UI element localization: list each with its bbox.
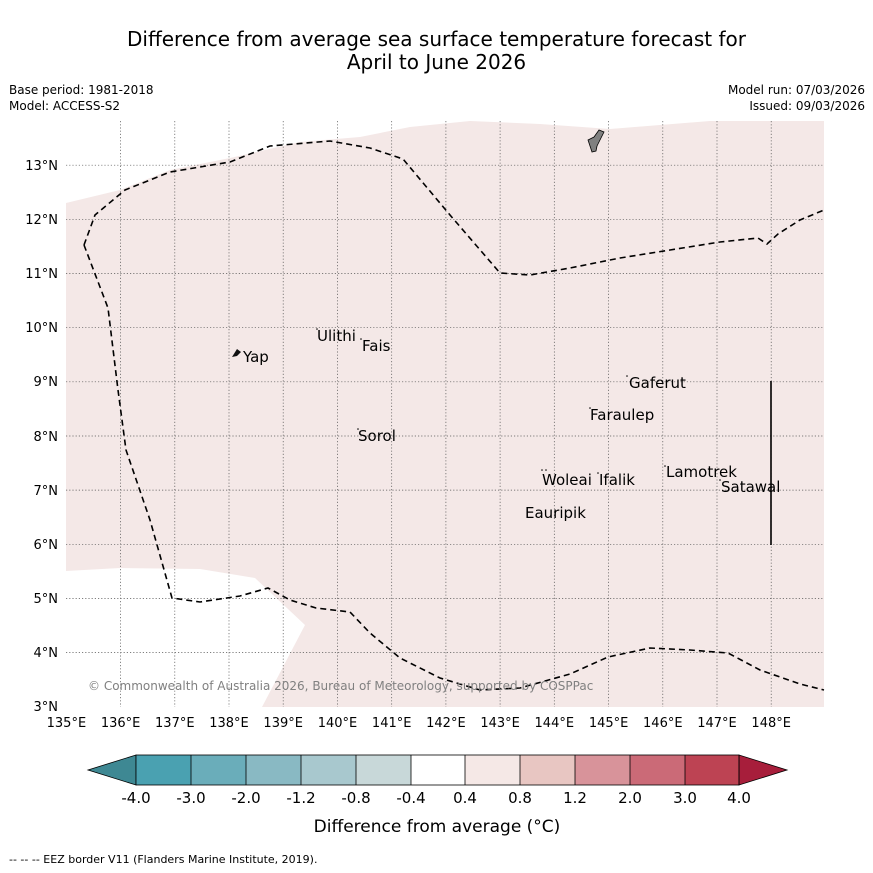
label-woleai: Woleai — [542, 471, 592, 489]
lat-label: 4°N — [34, 646, 59, 661]
lat-label: 11°N — [25, 267, 58, 282]
ocean-anomaly-field — [66, 121, 824, 707]
colorbar-segment — [191, 755, 246, 785]
copyright-notice: © Commonwealth of Australia 2026, Bureau… — [88, 679, 593, 693]
lon-label: 136°E — [101, 716, 141, 731]
colorbar-segment — [465, 755, 520, 785]
lat-label: 7°N — [34, 484, 59, 499]
lon-label: 142°E — [426, 716, 466, 731]
label-faraulep: Faraulep — [590, 406, 654, 424]
colorbar-segment — [411, 755, 465, 785]
base-period: Base period: 1981-2018 — [9, 83, 154, 97]
colorbar-tick: -4.0 — [121, 789, 150, 807]
colorbar-label: Difference from average (°C) — [314, 817, 561, 837]
label-ulithi: Ulithi — [317, 327, 356, 345]
lat-label: 9°N — [34, 375, 59, 390]
colorbar-ticks: -4.0 -3.0 -2.0 -1.2 -0.8 -0.4 0.4 0.8 1.… — [121, 789, 751, 807]
label-satawal: Satawal — [721, 478, 780, 496]
lat-label: 10°N — [25, 321, 58, 336]
lat-label: 8°N — [34, 430, 59, 445]
lon-label: 148°E — [751, 716, 791, 731]
lat-label: 13°N — [25, 159, 58, 174]
lat-label: 6°N — [34, 538, 59, 553]
label-eauripik: Eauripik — [525, 504, 586, 522]
lon-label: 140°E — [318, 716, 358, 731]
lon-label: 147°E — [697, 716, 737, 731]
issued-date: Issued: 09/03/2026 — [749, 99, 865, 113]
colorbar-tick: 3.0 — [673, 789, 697, 807]
colorbar-low-extend — [86, 754, 137, 786]
colorbar-high-extend — [738, 754, 789, 786]
colorbar-tick: 0.8 — [508, 789, 532, 807]
colorbar-segment — [246, 755, 301, 785]
colorbar-tick: 1.2 — [563, 789, 587, 807]
meta-left: Base period: 1981-2018 Model: ACCESS-S2 — [9, 82, 154, 114]
colorbar: -4.0 -3.0 -2.0 -1.2 -0.8 -0.4 0.4 0.8 1.… — [86, 754, 789, 837]
colorbar-segment — [356, 755, 411, 785]
colorbar-segment — [630, 755, 685, 785]
lon-label: 139°E — [263, 716, 303, 731]
title-line-1: Difference from average sea surface temp… — [126, 27, 746, 51]
lat-label: 5°N — [34, 592, 59, 607]
meta-right: Model run: 07/03/2026 Issued: 09/03/2026 — [728, 82, 865, 114]
colorbar-outline — [135, 754, 740, 786]
lat-label: 3°N — [34, 700, 59, 715]
label-ifalik: Ifalik — [599, 471, 635, 489]
colorbar-tick: 2.0 — [618, 789, 642, 807]
lon-label: 146°E — [643, 716, 683, 731]
lat-axis: 3°N 4°N 5°N 6°N 7°N 8°N 9°N 10°N 11°N 12… — [25, 159, 58, 715]
label-sorol: Sorol — [358, 427, 396, 445]
lat-label: 12°N — [25, 213, 58, 228]
lon-axis: 135°E 136°E 137°E 138°E 139°E 140°E 141°… — [47, 716, 791, 731]
colorbar-tick: -2.0 — [231, 789, 260, 807]
lon-label: 143°E — [480, 716, 520, 731]
eez-footnote: -- -- -- EEZ border V11 (Flanders Marine… — [9, 853, 318, 866]
colorbar-tick: -3.0 — [176, 789, 205, 807]
yap-island — [232, 349, 241, 357]
model-name: Model: ACCESS-S2 — [9, 99, 121, 113]
colorbar-tick: 0.4 — [453, 789, 477, 807]
colorbar-segment — [136, 755, 191, 785]
colorbar-tick: 4.0 — [727, 789, 751, 807]
title-line-2: April to June 2026 — [346, 50, 527, 74]
model-run: Model run: 07/03/2026 — [727, 83, 865, 97]
chart-title: Difference from average sea surface temp… — [0, 28, 873, 74]
islands — [232, 129, 605, 357]
label-yap: Yap — [242, 348, 269, 366]
lon-label: 135°E — [47, 716, 87, 731]
lon-label: 138°E — [209, 716, 249, 731]
colorbar-segment — [575, 755, 630, 785]
place-markers — [316, 328, 721, 481]
colorbar-tick: -0.8 — [341, 789, 370, 807]
lon-label: 141°E — [372, 716, 412, 731]
colorbar-tick: -1.2 — [286, 789, 315, 807]
lon-label: 145°E — [589, 716, 629, 731]
colorbar-segment — [301, 755, 356, 785]
colorbar-tick: -0.4 — [396, 789, 425, 807]
colorbar-dividers — [190, 755, 686, 785]
lon-label: 137°E — [155, 716, 195, 731]
label-lamotrek: Lamotrek — [666, 463, 737, 481]
label-gaferut: Gaferut — [629, 374, 686, 392]
colorbar-segment — [520, 755, 575, 785]
guam-island — [587, 129, 605, 153]
label-fais: Fais — [362, 337, 391, 355]
lon-label: 144°E — [535, 716, 575, 731]
colorbar-segment — [685, 755, 739, 785]
eez-border — [83, 140, 825, 691]
